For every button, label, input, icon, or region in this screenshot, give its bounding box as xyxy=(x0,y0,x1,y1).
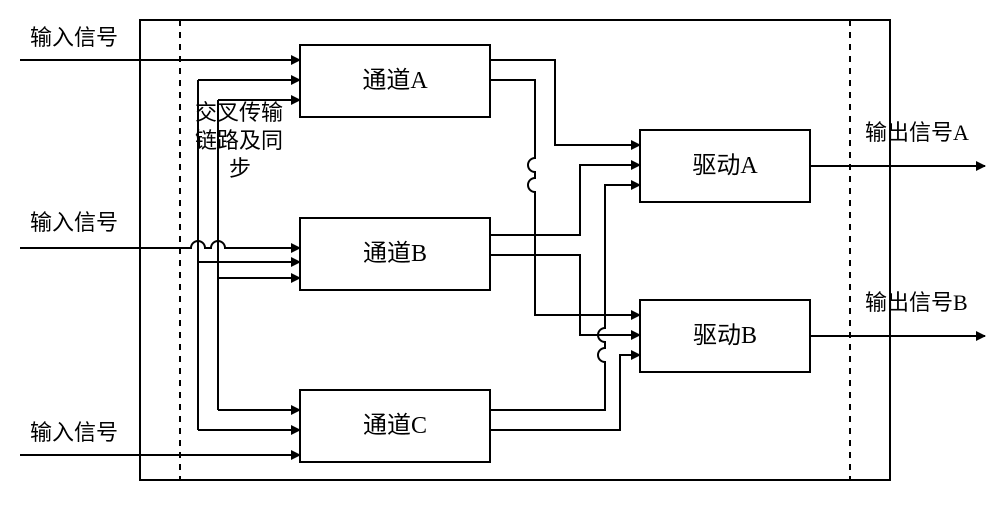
label-cross3: 步 xyxy=(229,156,251,181)
node-label-chB: 通道B xyxy=(363,240,427,267)
edge-chA-drvB xyxy=(490,80,640,315)
node-label-drvB: 驱动B xyxy=(693,322,757,349)
edge-chA-drvA xyxy=(490,60,640,145)
label-in2: 输入信号 xyxy=(30,210,118,235)
label-in1: 输入信号 xyxy=(30,25,118,50)
node-label-chC: 通道C xyxy=(363,412,427,439)
label-outB: 输出信号B xyxy=(865,290,968,315)
label-cross1: 交叉传输 xyxy=(195,100,283,125)
label-outA: 输出信号A xyxy=(865,120,969,145)
node-label-drvA: 驱动A xyxy=(692,152,758,179)
edge-chB-drvA xyxy=(490,165,640,235)
edge-in2-chB xyxy=(20,241,300,248)
node-label-chA: 通道A xyxy=(362,67,428,94)
label-in3: 输入信号 xyxy=(30,420,118,445)
label-cross2: 链路及同 xyxy=(195,128,283,153)
edge-chC-drvA xyxy=(490,185,640,410)
edge-chB-drvB xyxy=(490,255,640,335)
edge-chC-drvB xyxy=(490,355,640,430)
